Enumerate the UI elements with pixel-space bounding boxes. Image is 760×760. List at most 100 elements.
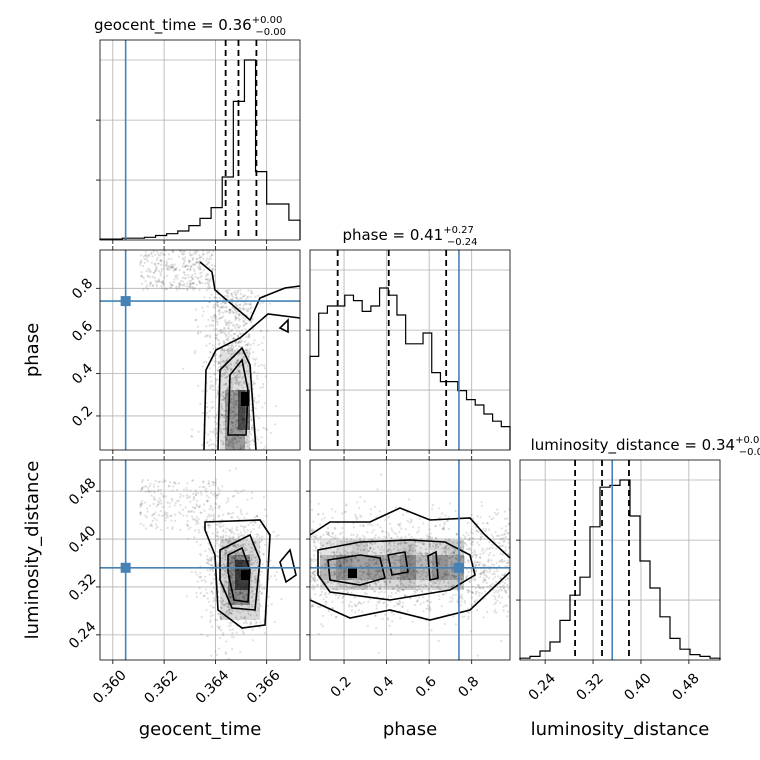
sample-point <box>171 489 174 492</box>
sample-point <box>376 523 379 526</box>
sample-point <box>139 505 142 508</box>
sample-point <box>236 359 239 363</box>
sample-point <box>250 579 253 582</box>
sample-point <box>164 264 167 267</box>
sample-point <box>319 574 322 577</box>
sample-point <box>213 606 216 609</box>
sample-point <box>220 564 223 567</box>
sample-point <box>146 254 149 257</box>
sample-point <box>208 507 211 511</box>
sample-point <box>237 370 241 373</box>
panel-frame <box>519 459 721 661</box>
sample-point <box>504 565 507 568</box>
sample-point <box>426 600 429 603</box>
sample-point <box>400 577 403 580</box>
sample-point <box>421 578 424 581</box>
sample-point <box>211 448 214 450</box>
sample-point <box>253 398 256 402</box>
sample-point <box>257 364 260 368</box>
sample-point <box>186 520 189 523</box>
sample-point <box>208 251 211 254</box>
sample-point <box>451 574 454 577</box>
sample-point <box>350 559 354 562</box>
sample-point <box>450 562 453 565</box>
sample-point <box>230 621 233 624</box>
sample-point <box>224 612 227 615</box>
sample-point <box>217 626 221 629</box>
sample-point <box>210 590 213 593</box>
sample-point <box>225 439 228 442</box>
sample-point <box>429 538 432 541</box>
sample-point <box>252 528 255 531</box>
sample-point <box>227 349 230 353</box>
grid-lines <box>100 40 300 240</box>
sample-point <box>345 585 348 588</box>
sample-point <box>212 364 216 367</box>
sample-point <box>174 519 177 522</box>
sample-point <box>245 336 248 339</box>
sample-point <box>221 414 224 417</box>
sample-point <box>149 282 152 285</box>
sample-point <box>207 278 210 281</box>
sample-point <box>211 508 214 512</box>
sample-point <box>230 603 234 606</box>
sample-point <box>231 560 234 564</box>
sample-point <box>422 571 425 574</box>
sample-point <box>236 334 239 338</box>
sample-point <box>168 286 172 289</box>
sample-point <box>354 585 358 588</box>
sample-point <box>190 515 194 518</box>
sample-point <box>374 573 377 577</box>
sample-point <box>250 547 254 550</box>
sample-point <box>233 437 237 441</box>
sample-point <box>339 564 342 568</box>
sample-point <box>174 482 177 485</box>
sample-point <box>233 532 236 535</box>
sample-point <box>366 523 370 526</box>
sample-point <box>235 382 238 385</box>
sample-point <box>486 585 489 589</box>
sample-point <box>380 575 383 578</box>
sample-point <box>447 547 451 550</box>
sample-point <box>170 283 173 287</box>
sample-point <box>259 541 262 544</box>
sample-point <box>468 538 471 541</box>
sample-point <box>227 512 230 515</box>
sample-point <box>493 603 496 606</box>
sample-point <box>503 510 506 513</box>
sample-point <box>158 480 161 483</box>
sample-point <box>209 257 212 260</box>
sample-point <box>202 480 205 483</box>
sample-point <box>451 554 454 557</box>
sample-point <box>364 584 367 587</box>
sample-point <box>156 281 159 284</box>
sample-point <box>226 338 229 342</box>
sample-point <box>432 575 435 578</box>
sample-point <box>367 600 370 603</box>
sample-point <box>261 562 264 565</box>
sample-point <box>170 265 173 269</box>
sample-point <box>470 604 473 607</box>
sample-point <box>236 289 240 292</box>
sample-point <box>216 303 219 307</box>
sample-point <box>236 376 239 379</box>
sample-point <box>393 554 396 557</box>
sample-point <box>420 553 424 556</box>
sample-point <box>460 572 463 575</box>
sample-point <box>354 605 357 608</box>
sample-point <box>378 591 381 594</box>
sample-point <box>230 422 234 425</box>
sample-point <box>471 537 474 540</box>
sample-point <box>140 503 143 506</box>
sample-point <box>322 598 325 601</box>
sample-point <box>224 552 228 555</box>
sample-point <box>226 541 229 544</box>
sample-point <box>280 597 283 601</box>
sample-point <box>244 318 247 321</box>
sample-point <box>241 543 244 546</box>
sample-point <box>420 590 424 593</box>
sample-point <box>343 570 346 574</box>
sample-point <box>209 443 213 446</box>
sample-point <box>455 532 458 536</box>
sample-point <box>207 280 211 283</box>
